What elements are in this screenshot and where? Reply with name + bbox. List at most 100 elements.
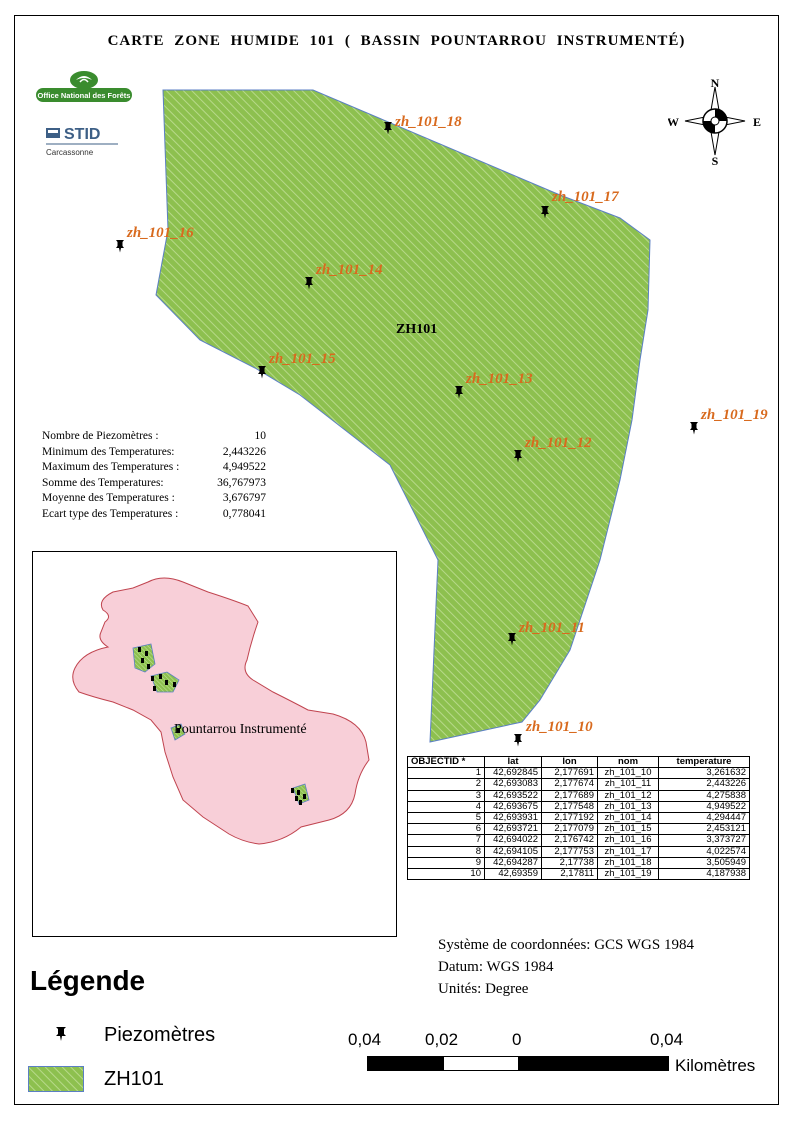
piezometer-label: zh_101_18 xyxy=(395,114,462,130)
table-row[interactable]: 8 42,694105 2,177753 zh_101_17 4,022574 xyxy=(407,845,750,858)
piezometer-pin-icon[interactable] xyxy=(507,632,517,646)
scale-bar-unit: Kilomètres xyxy=(675,1056,756,1075)
table-cell: 2,177548 xyxy=(541,800,598,813)
table-row[interactable]: 6 42,693721 2,177079 zh_101_15 2,453121 xyxy=(407,823,750,836)
table-cell: 4,949522 xyxy=(658,800,750,813)
table-cell: zh_101_18 xyxy=(597,856,659,869)
onf-logo-text: Office National des Forêts xyxy=(38,91,131,100)
table-row[interactable]: 10 42,69359 2,17811 zh_101_19 4,187938 xyxy=(407,867,750,881)
table-cell: 42,694105 xyxy=(484,845,542,858)
table-cell: 42,693721 xyxy=(484,823,542,836)
table-cell: 9 xyxy=(407,856,485,869)
legend-item-piezometres: Piezomètres xyxy=(104,1024,216,1046)
table-row[interactable]: 2 42,693083 2,177674 zh_101_11 2,443226 xyxy=(407,778,750,791)
stat-row: Minimum des Temperatures: 2,443226 xyxy=(42,445,266,461)
stat-row: Maximum des Temperatures : 4,949522 xyxy=(42,460,266,476)
stat-label: Nombre de Piezomètres : xyxy=(42,430,159,442)
table-header-nom[interactable]: nom xyxy=(597,755,659,769)
piezometer-label: zh_101_14 xyxy=(316,262,383,278)
stat-row: Moyenne des Temperatures : 3,676797 xyxy=(42,491,266,507)
table-cell: zh_101_13 xyxy=(597,800,659,813)
zone-label: ZH101 xyxy=(396,322,438,337)
zone-zh101-polygon xyxy=(155,89,651,743)
table-cell: 2,453121 xyxy=(658,823,750,836)
table-cell: 2,443226 xyxy=(658,778,750,791)
stat-value: 0,778041 xyxy=(222,507,266,520)
piezometer-pin-icon[interactable] xyxy=(257,365,267,379)
piezometer-label: zh_101_19 xyxy=(701,407,768,423)
table-cell: 42,69359 xyxy=(484,867,542,881)
stat-row: Somme des Temperatures: 36,767973 xyxy=(42,476,266,492)
table-header-objectid[interactable]: OBJECTID * xyxy=(407,755,485,769)
table-row[interactable]: 5 42,693931 2,177192 zh_101_14 4,294447 xyxy=(407,811,750,825)
table-cell: zh_101_11 xyxy=(597,778,659,791)
stid-logo: STID Carcassonne xyxy=(46,126,118,157)
table-cell: 3,505949 xyxy=(658,856,750,869)
bassin-pountarrou-polygon xyxy=(72,577,370,845)
scale-label: 0,04 xyxy=(348,1030,382,1049)
table-cell: 4 xyxy=(407,800,485,813)
piezometer-label: zh_101_12 xyxy=(525,435,592,451)
table-cell: zh_101_15 xyxy=(597,823,659,836)
compass-west-label: W xyxy=(668,115,679,129)
table-cell: 2 xyxy=(407,778,485,791)
scale-label: 0 xyxy=(512,1030,522,1049)
table-cell: 2,177079 xyxy=(541,823,598,836)
table-header-temperature[interactable]: temperature xyxy=(658,755,750,769)
scale-label: 0,02 xyxy=(425,1030,459,1049)
table-row[interactable]: 9 42,694287 2,17738 zh_101_18 3,505949 xyxy=(407,856,750,869)
map-title: CARTE ZONE HUMIDE 101 ( BASSIN POUNTARRO… xyxy=(107,33,686,49)
table-cell: zh_101_10 xyxy=(597,767,659,780)
stat-value: 4,949522 xyxy=(222,461,266,473)
stid-logo-subtitle: Carcassonne xyxy=(46,148,94,157)
table-cell: 42,693522 xyxy=(484,789,542,802)
table-cell: 10 xyxy=(407,867,485,881)
table-cell: 4,294447 xyxy=(658,811,750,825)
table-row[interactable]: 4 42,693675 2,177548 zh_101_13 4,949522 xyxy=(407,800,750,813)
table-cell: 4,275838 xyxy=(658,789,750,802)
piezometer-pin-icon[interactable] xyxy=(689,421,699,435)
legend-item-zh101: ZH101 xyxy=(104,1068,165,1090)
table-cell: 6 xyxy=(407,823,485,836)
legend-title: Légende xyxy=(30,965,146,996)
piezometer-label: zh_101_11 xyxy=(519,620,585,636)
piezometer-pin-icon[interactable] xyxy=(540,205,550,219)
table-cell: zh_101_19 xyxy=(597,867,659,881)
table-cell: 42,693083 xyxy=(484,778,542,791)
table-cell: 2,17811 xyxy=(541,867,598,881)
scale-bar xyxy=(367,1056,669,1071)
table-cell: 2,177753 xyxy=(541,845,598,858)
piezometer-pin-icon[interactable] xyxy=(454,385,464,399)
piezometer-label: zh_101_16 xyxy=(127,225,194,241)
piezometer-pin-icon[interactable] xyxy=(513,449,523,463)
piezometer-pin-icon[interactable] xyxy=(383,121,393,135)
table-cell: 2,177674 xyxy=(541,778,598,791)
stat-value: 3,676797 xyxy=(222,492,266,504)
table-cell: 2,177691 xyxy=(541,767,598,780)
table-header-lat[interactable]: lat xyxy=(484,755,542,769)
table-body: 1 42,692845 2,177691 zh_101_10 3,261632 2 42,6… xyxy=(407,767,750,881)
table-cell: zh_101_14 xyxy=(597,811,659,825)
table-cell: 42,692845 xyxy=(484,767,542,780)
table-header-lon[interactable]: lon xyxy=(541,755,598,769)
units-text: Unités: Degree xyxy=(438,981,529,997)
map-frame xyxy=(14,15,779,1105)
stat-label: Maximum des Temperatures : xyxy=(42,461,180,473)
stat-value: 10 xyxy=(254,430,267,442)
table-cell: 42,693675 xyxy=(484,800,542,813)
stat-row: Nombre de Piezomètres : 10 xyxy=(42,429,266,445)
table-cell: 3,373727 xyxy=(658,834,750,847)
piezometer-pin-icon[interactable] xyxy=(513,733,523,747)
piezometer-pin-icon[interactable] xyxy=(115,239,125,253)
stat-label: Somme des Temperatures: xyxy=(42,476,164,489)
coordinate-system-text: Système de coordonnées: GCS WGS 1984 xyxy=(438,937,694,953)
table-row[interactable]: 3 42,693522 2,177689 zh_101_12 4,275838 xyxy=(407,789,750,802)
table-cell: 2,177192 xyxy=(541,811,598,825)
pushpin-icon xyxy=(56,1027,66,1041)
table-header-row: OBJECTID * lat lon nom temperature xyxy=(407,755,750,769)
table-row[interactable]: 1 42,692845 2,177691 zh_101_10 3,261632 xyxy=(407,767,750,780)
table-row[interactable]: 7 42,694022 2,176742 zh_101_16 3,373727 xyxy=(407,834,750,847)
compass-north-label: N xyxy=(711,76,720,90)
piezometer-pin-icon[interactable] xyxy=(304,276,314,290)
